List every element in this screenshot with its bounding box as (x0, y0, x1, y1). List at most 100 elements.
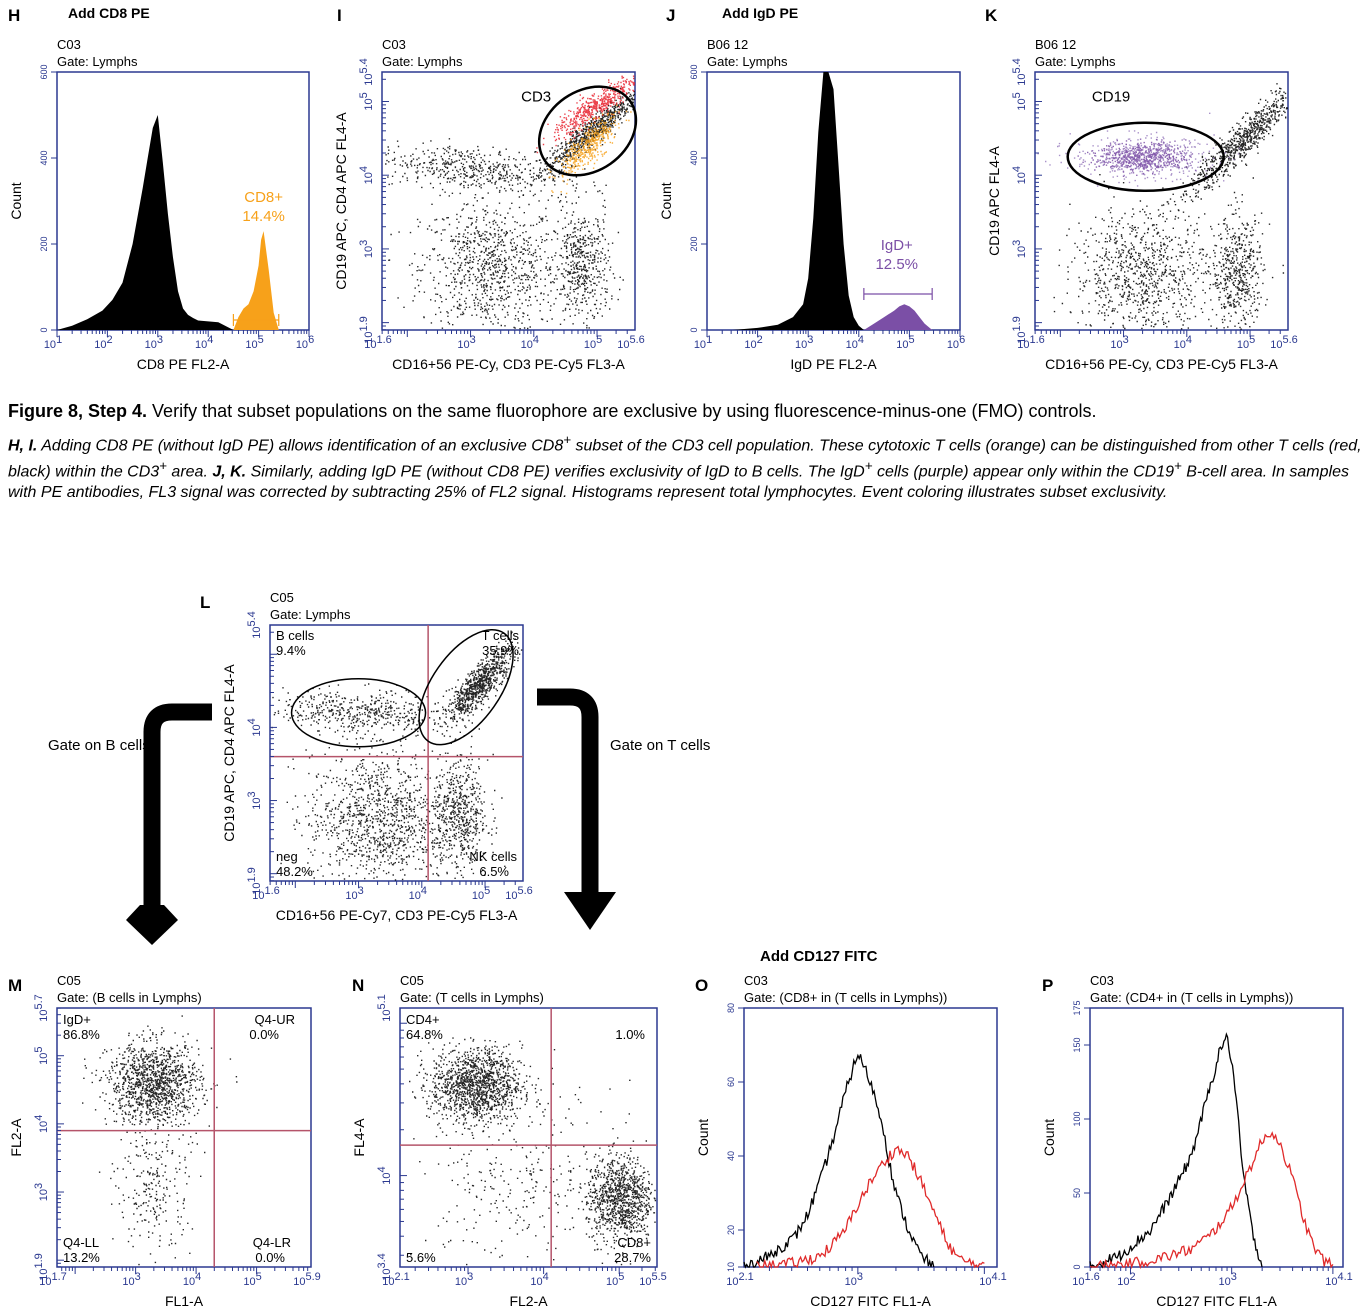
panel-m: M C05 Gate: (B cells in Lymphs) FL1-A FL2-A I… (8, 973, 321, 1309)
quad-value: 1.0% (615, 1027, 645, 1042)
y-tick-label: 50 (1072, 1188, 1082, 1198)
panel-n: N C05 Gate: (T cells in Lymphs) FL2-A FL4-A C… (351, 973, 667, 1309)
plot-frame-n (399, 1007, 658, 1268)
histogram-series-1 (57, 115, 234, 330)
caption-sup-1: + (563, 432, 572, 447)
y-tick-label: 150 (1072, 1037, 1082, 1052)
cd3-gate-ellipse (537, 85, 638, 177)
x-tick-label: 101 (694, 334, 712, 351)
x-tick-label: 103 (345, 885, 363, 902)
event-cloud (528, 181, 624, 329)
quad-value: 64.8% (406, 1027, 443, 1042)
panel-k: K B06 12 Gate: Lymphs CD16+56 PE-Cy, CD3 PE… (985, 6, 1298, 372)
panel-gate-m: Gate: (B cells in Lymphs) (57, 990, 202, 1005)
gate-b-cells-label: Gate on B cells (48, 737, 150, 754)
y-tick-label: 104 (358, 166, 375, 184)
arrow-head (564, 892, 616, 930)
y-tick-label: 40 (726, 1151, 736, 1161)
quad-label: Q4-LR (253, 1235, 291, 1250)
y-tick-label: 101.9 (33, 1253, 50, 1281)
x-axis-label-i: CD16+56 PE-Cy, CD3 PE-Cy5 FL3-A (392, 356, 625, 372)
panel-letter-m: M (8, 976, 22, 995)
x-tick-exp: 3 (807, 334, 813, 346)
x-tick-exp: 4.1 (1337, 1271, 1352, 1283)
panel-letter-n: N (352, 976, 364, 995)
y-tick-label: 0 (39, 327, 49, 332)
y-tick-exp: 5.7 (33, 994, 45, 1009)
x-tick-exp: 1 (706, 334, 712, 346)
plot-frame-p (1089, 1007, 1344, 1268)
y-axis-label-o: Count (695, 1119, 711, 1156)
panel-sample-o: C03 (744, 973, 768, 988)
gate-label-j: IgD+ (881, 237, 913, 254)
event-cloud (280, 700, 494, 881)
t-cell-gate (418, 628, 514, 746)
x-tick-label: 105.9 (293, 1271, 321, 1288)
caption-text-6: B-cell area. In samples with PE antibodi… (8, 463, 1349, 501)
y-tick-label: 0 (1072, 1264, 1082, 1269)
y-axis-label-k: CD19 APC FL4-A (986, 145, 1002, 255)
quad-label: B cells (276, 628, 315, 643)
y-tick-exp: 3 (246, 791, 258, 797)
y-tick-label: 104 (246, 718, 263, 736)
x-tick-label: 104.1 (1325, 1271, 1353, 1288)
panel-sample-i: C03 (382, 37, 406, 52)
panel-letter-l: L (200, 593, 210, 612)
x-tick-exp: 1.6 (376, 334, 391, 346)
quad-label: CD8+ (617, 1235, 651, 1250)
caption-text-5: cells (purple) appear only within the CD… (872, 463, 1174, 481)
panel-gate-k: Gate: Lymphs (1035, 54, 1116, 69)
quad-value: 0.0% (255, 1250, 285, 1265)
x-tick-exp: 5 (908, 334, 914, 346)
panel-gate-i: Gate: Lymphs (382, 54, 463, 69)
event-cloud (1053, 174, 1234, 330)
x-tick-exp: 3 (857, 1271, 863, 1283)
caption-hi-label: H, I. (8, 437, 38, 455)
event-cloud (570, 1122, 657, 1266)
x-tick-exp: 5 (618, 1271, 624, 1283)
y-tick-label: 103 (33, 1183, 50, 1201)
x-axis-label-m: FL1-A (165, 1293, 204, 1309)
x-tick-exp: 1.6 (264, 885, 279, 897)
panel-gate-j: Gate: Lymphs (707, 54, 788, 69)
event-cloud (1199, 177, 1285, 330)
y-axis-label-n: FL4-A (351, 1118, 367, 1157)
panel-sample-j: B06 12 (707, 37, 748, 52)
panel-letter-i: I (337, 6, 342, 25)
add-cd127-header: Add CD127 FITC (760, 948, 878, 965)
y-tick-exp: 4 (358, 166, 370, 172)
y-tick-label: 105.4 (1011, 58, 1028, 86)
x-tick-exp: 3 (1123, 334, 1129, 346)
x-tick-label: 105.6 (617, 334, 645, 351)
x-tick-exp: 2.1 (394, 1271, 409, 1283)
x-tick-exp: 6 (308, 334, 314, 346)
y-tick-exp: 5 (358, 92, 370, 98)
x-tick-label: 105.6 (1270, 334, 1298, 351)
quad-label: IgD+ (63, 1012, 91, 1027)
y-tick-exp: 3 (33, 1183, 45, 1189)
y-tick-label: 200 (689, 236, 699, 251)
x-tick-exp: 3 (470, 334, 476, 346)
quad-value: 48.2% (276, 864, 313, 879)
quad-value: 28.7% (614, 1250, 651, 1265)
histogram-series-2 (863, 304, 933, 330)
x-tick-exp: 5.6 (629, 334, 644, 346)
y-tick-label: 103.4 (376, 1253, 393, 1281)
x-tick-label: 105 (245, 334, 263, 351)
x-tick-label: 104 (846, 334, 864, 351)
y-tick-exp: 4 (33, 1115, 45, 1121)
quad-label: CD4+ (406, 1012, 440, 1027)
y-axis-label-h: Count (8, 182, 24, 219)
quad-value: 9.4% (276, 643, 306, 658)
quad-value: 35.9% (482, 643, 519, 658)
x-tick-exp: 5.6 (1282, 334, 1297, 346)
y-tick-exp: 4 (1011, 166, 1023, 172)
x-tick-exp: 5.5 (651, 1271, 666, 1283)
x-tick-exp: 4 (543, 1271, 549, 1283)
x-tick-exp: 5 (484, 885, 490, 897)
panel-sample-l: C05 (270, 590, 294, 605)
panel-sample-h: C03 (57, 37, 81, 52)
caption-text-4: Similarly, adding IgD PE (without CD8 PE… (246, 463, 865, 481)
x-tick-label: 104 (521, 334, 539, 351)
